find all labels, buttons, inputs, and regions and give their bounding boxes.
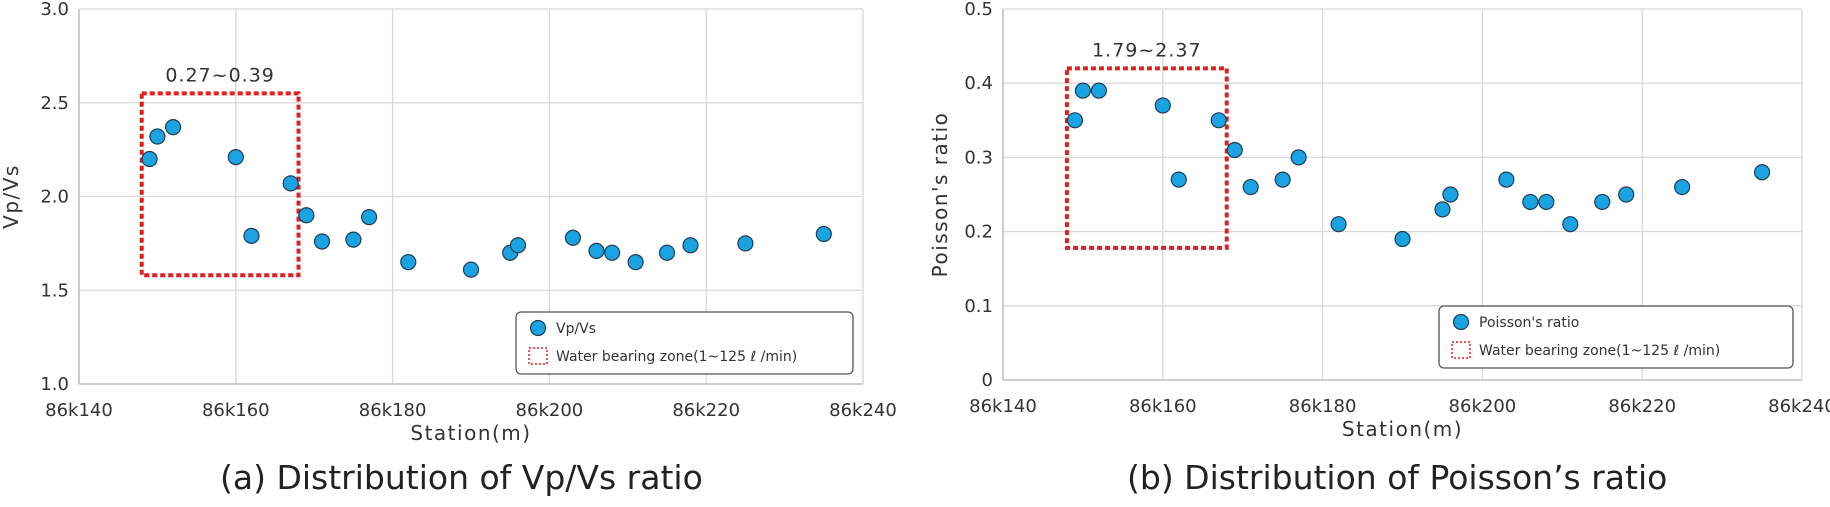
legend-marker-series [1452,313,1470,331]
x-tick-label: 86k200 [1449,396,1517,417]
y-tick-label: 0.4 [964,73,993,94]
legend-label-zone: Water bearing zone(1~125 ℓ /min) [556,349,797,365]
poisson-scatter-chart: 0 0.1 0.2 0.3 0.4 0.5 86k140 86k160 86k180 86k200… [928,0,1830,441]
data-point [1290,149,1307,166]
y-tick-label: 2.0 [40,187,69,208]
legend-label-series: Poisson's ratio [1479,315,1579,331]
y-tick-label: 2.5 [40,93,69,114]
legend: Poisson's ratio Water bearing zone(1~125 … [1438,305,1794,369]
data-point [1498,171,1515,188]
data-point [588,242,605,259]
data-point [1594,193,1611,211]
data-point [1538,193,1555,211]
data-point [1154,97,1171,114]
data-point [815,225,832,243]
data-point [149,128,166,145]
data-point [1330,216,1347,233]
data-point [1562,216,1579,233]
data-point [737,235,754,252]
data-point [1434,201,1451,218]
data-point [1090,82,1107,99]
legend-marker-zone [1451,341,1471,359]
chart-caption-poisson: (b) Distribution of Poisson’s ratio [1127,458,1668,497]
y-tick-label: 0.5 [964,0,993,20]
data-point [462,261,480,278]
data-point [141,150,158,168]
y-tick-label: 0 [982,370,993,391]
data-point [227,149,244,166]
data-point [313,233,331,250]
x-axis-label: Station(m) [1342,417,1463,441]
y-tick-label: 0.3 [964,147,993,168]
data-point [1074,82,1091,99]
vpvs-scatter-chart: 1.0 1.5 2.0 2.5 3.0 86k140 86k160 86k180 86k200 8… [0,0,897,445]
chart-panel-poisson: 0 0.1 0.2 0.3 0.4 0.5 86k140 86k160 86k180 86k200… [915,0,1830,507]
data-point [658,244,676,261]
legend-box [515,311,854,375]
legend: Vp/Vs Water bearing zone(1~125 ℓ /min) [515,311,854,375]
data-point [1674,178,1691,196]
data-point [243,227,260,244]
chart-caption-vpvs: (a) Distribution of Vp/Vs ratio [220,458,703,497]
y-tick-label: 0.1 [964,296,993,317]
water-bearing-zone-box [1064,66,1229,250]
chart-panel-vpvs: 1.0 1.5 2.0 2.5 3.0 86k140 86k160 86k180 86k200 8… [0,0,897,497]
data-point [509,237,527,254]
data-point [1170,171,1187,188]
legend-box [1438,305,1794,369]
x-tick-label: 86k240 [1768,396,1830,417]
x-axis-label: Station(m) [410,421,531,445]
data-point [282,175,299,192]
legend-marker-zone [528,347,548,365]
data-point [604,244,621,261]
data-point [298,207,315,224]
y-tick-label: 1.5 [40,280,69,301]
legend-label-zone: Water bearing zone(1~125 ℓ /min) [1479,343,1720,359]
x-tick-label: 86k220 [1608,396,1676,417]
x-tick-label: 86k180 [359,400,427,421]
y-axis-label: Poisson's ratio [928,112,952,278]
data-point [1442,186,1459,203]
water-bearing-zone-box [139,91,301,278]
legend-label-series: Vp/Vs [556,321,596,337]
x-tick-label: 86k220 [672,400,740,421]
data-point [1242,178,1259,196]
legend-marker-series [529,319,547,337]
data-point [682,237,699,254]
data-point [1210,112,1227,129]
data-point [627,254,644,271]
y-tick-label: 0.2 [964,222,993,243]
x-tick-label: 86k160 [202,400,270,421]
data-point [1066,112,1084,129]
x-tick-label: 86k200 [516,400,584,421]
x-tick-label: 86k140 [45,400,113,421]
x-tick-label: 86k140 [969,396,1037,417]
x-tick-label: 86k180 [1289,396,1357,417]
zone-range-annotation: 1.79~2.37 [1092,39,1202,61]
data-point [1522,193,1539,211]
data-point [400,254,417,271]
x-tick-label: 86k240 [829,400,897,421]
data-point [360,209,378,226]
y-tick-label: 3.0 [40,0,69,20]
data-point [1274,171,1291,188]
data-point [345,231,362,248]
data-point [1753,164,1771,181]
data-point [1394,230,1411,248]
data-point [564,229,582,246]
y-tick-label: 1.0 [40,374,69,395]
x-tick-label: 86k160 [1129,396,1197,417]
data-point [164,119,182,136]
zone-range-annotation: 0.27~0.39 [165,64,275,86]
data-point [1226,141,1243,159]
y-axis-label: Vp/Vs [0,164,23,229]
data-point [1618,186,1635,203]
